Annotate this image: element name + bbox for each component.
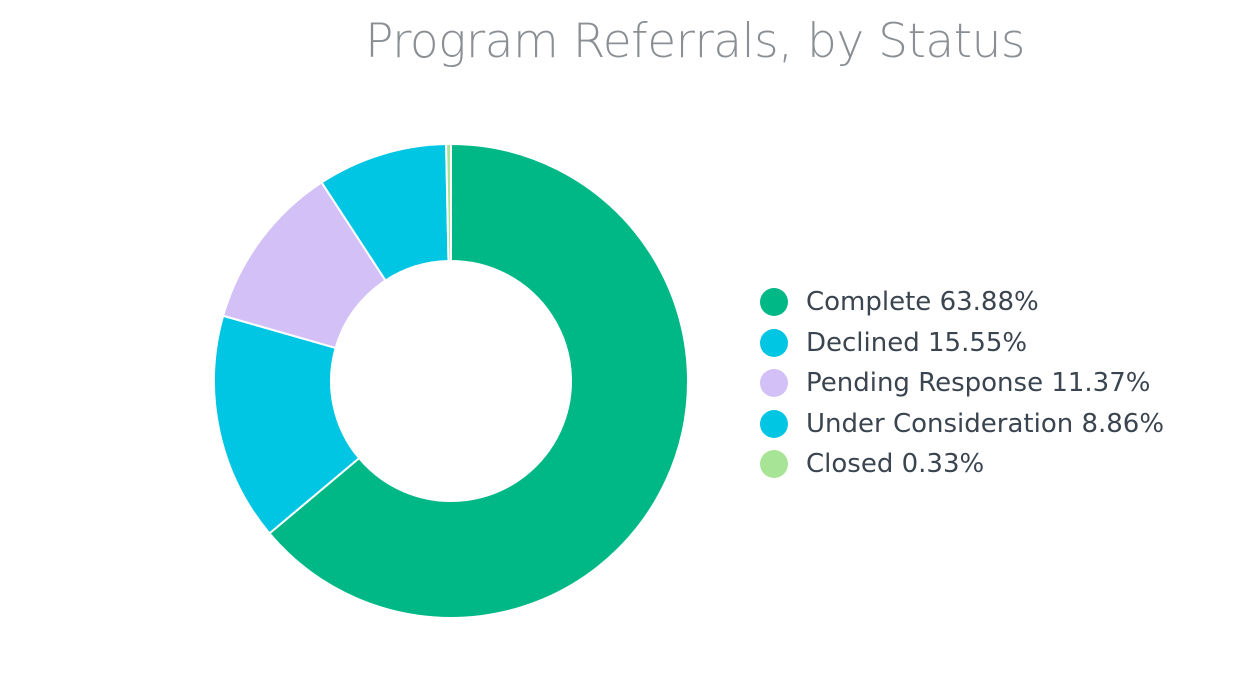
legend-item-declined[interactable]: Declined 15.55% [760, 323, 1240, 364]
legend-swatch-declined [760, 328, 788, 357]
legend-item-under-consideration[interactable]: Under Consideration 8.86% [760, 404, 1240, 445]
legend-swatch-complete [760, 288, 788, 317]
legend-item-closed[interactable]: Closed 0.33% [760, 444, 1240, 485]
donut-slice-complete[interactable] [268, 143, 689, 619]
chart-title: Program Referrals, by Status [365, 14, 1025, 69]
legend-item-pending-response[interactable]: Pending Response 11.37% [760, 363, 1240, 404]
legend-label-complete: Complete 63.88% [806, 287, 1039, 318]
legend-label-pending-response: Pending Response 11.37% [806, 368, 1151, 399]
legend-label-under-consideration: Under Consideration 8.86% [806, 408, 1165, 439]
legend: Complete 63.88% Declined 15.55% Pending … [760, 282, 1240, 485]
legend-item-complete[interactable]: Complete 63.88% [760, 282, 1240, 323]
legend-swatch-under-consideration [760, 409, 788, 438]
donut-slice-declined[interactable] [213, 314, 361, 535]
legend-label-declined: Declined 15.55% [806, 327, 1028, 358]
legend-label-closed: Closed 0.33% [806, 449, 985, 480]
legend-swatch-closed [760, 450, 788, 479]
donut-slice-closed[interactable] [445, 143, 452, 263]
legend-swatch-pending-response [760, 369, 788, 398]
